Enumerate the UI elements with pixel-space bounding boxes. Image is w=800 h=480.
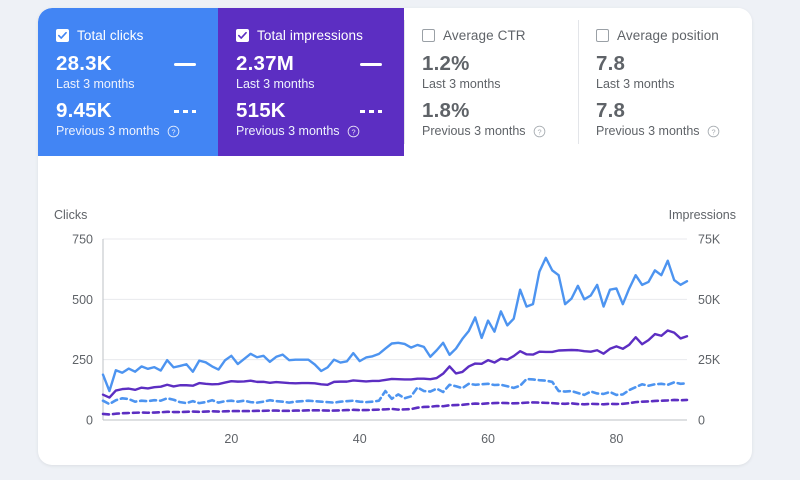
previous-period-label-group: Previous 3 months ? [422, 123, 564, 140]
metric-card-total-impressions[interactable]: Total impressions 2.37M Last 3 months 51… [218, 8, 404, 156]
svg-text:0: 0 [698, 414, 705, 428]
current-period-label: Last 3 months [422, 77, 501, 91]
svg-text:25K: 25K [698, 353, 721, 367]
previous-period-row: 515K [236, 99, 390, 123]
current-period-row: 7.8 [596, 52, 738, 76]
metric-title: Total impressions [257, 28, 363, 43]
svg-text:60: 60 [481, 432, 495, 446]
metric-card-average-position[interactable]: Average position 7.8 Last 3 months 7.8 P… [578, 8, 752, 156]
metric-cards-row: Total clicks 28.3K Last 3 months 9.45K P… [38, 8, 752, 156]
current-period-row: 2.37M [236, 52, 390, 76]
svg-text:?: ? [537, 127, 541, 136]
previous-period-label-group: Previous 3 months ? [56, 123, 204, 140]
current-period-row: 1.2% [422, 52, 564, 76]
metric-title: Total clicks [77, 28, 144, 43]
metric-title: Average position [617, 28, 719, 43]
current-period-label: Last 3 months [236, 77, 315, 91]
previous-value: 1.8% [422, 99, 470, 122]
previous-period-label-group: Previous 3 months ? [236, 123, 390, 140]
performance-panel: Total clicks 28.3K Last 3 months 9.45K P… [38, 8, 752, 465]
svg-text:80: 80 [609, 432, 623, 446]
dotted-line-legend-icon [174, 109, 196, 113]
current-period-label: Last 3 months [56, 77, 135, 91]
performance-chart: Clicks Impressions 0 250 500 750 0 25K 50K 75K 2… [38, 156, 752, 465]
previous-period-label: Previous 3 months [596, 124, 700, 138]
current-period-row: 28.3K [56, 52, 204, 76]
current-value: 1.2% [422, 52, 470, 75]
card-header: Total clicks [56, 28, 204, 43]
previous-period-label: Previous 3 months [422, 124, 526, 138]
card-header: Average CTR [422, 28, 564, 43]
previous-value: 515K [236, 99, 286, 122]
svg-text:?: ? [711, 127, 715, 136]
checkbox-unchecked-icon[interactable] [596, 29, 609, 42]
solid-line-legend-icon [174, 62, 196, 66]
svg-text:?: ? [351, 127, 355, 136]
previous-period-label: Previous 3 months [56, 124, 160, 138]
checkbox-checked-icon[interactable] [56, 29, 69, 42]
previous-period-label-group: Previous 3 months ? [596, 123, 738, 140]
svg-text:40: 40 [353, 432, 367, 446]
left-axis-caption: Clicks [54, 208, 88, 222]
svg-text:750: 750 [72, 233, 93, 247]
metric-title: Average CTR [443, 28, 526, 43]
right-axis-caption: Impressions [668, 208, 736, 222]
previous-value: 7.8 [596, 99, 626, 122]
svg-text:?: ? [171, 127, 175, 136]
checkbox-checked-icon[interactable] [236, 29, 249, 42]
svg-text:75K: 75K [698, 233, 721, 247]
svg-text:20: 20 [224, 432, 238, 446]
previous-value: 9.45K [56, 99, 112, 122]
svg-text:500: 500 [72, 293, 93, 307]
svg-text:250: 250 [72, 353, 93, 367]
current-value: 28.3K [56, 52, 112, 75]
metric-card-total-clicks[interactable]: Total clicks 28.3K Last 3 months 9.45K P… [38, 8, 218, 156]
help-circle-icon[interactable]: ? [707, 125, 720, 138]
checkbox-unchecked-icon[interactable] [422, 29, 435, 42]
svg-text:0: 0 [86, 414, 93, 428]
help-circle-icon[interactable]: ? [347, 125, 360, 138]
previous-period-row: 9.45K [56, 99, 204, 123]
dotted-line-legend-icon [360, 109, 382, 113]
solid-line-legend-icon [360, 62, 382, 66]
chart-canvas: 0 250 500 750 0 25K 50K 75K 20 40 60 80 [72, 233, 721, 447]
help-circle-icon[interactable]: ? [167, 125, 180, 138]
card-header: Total impressions [236, 28, 390, 43]
previous-period-label: Previous 3 months [236, 124, 340, 138]
current-period-label: Last 3 months [596, 77, 675, 91]
current-value: 2.37M [236, 52, 294, 75]
metric-card-average-ctr[interactable]: Average CTR 1.2% Last 3 months 1.8% Prev… [404, 8, 578, 156]
svg-text:50K: 50K [698, 293, 721, 307]
previous-period-row: 7.8 [596, 99, 738, 123]
help-circle-icon[interactable]: ? [533, 125, 546, 138]
card-header: Average position [596, 28, 738, 43]
previous-period-row: 1.8% [422, 99, 564, 123]
current-value: 7.8 [596, 52, 626, 75]
